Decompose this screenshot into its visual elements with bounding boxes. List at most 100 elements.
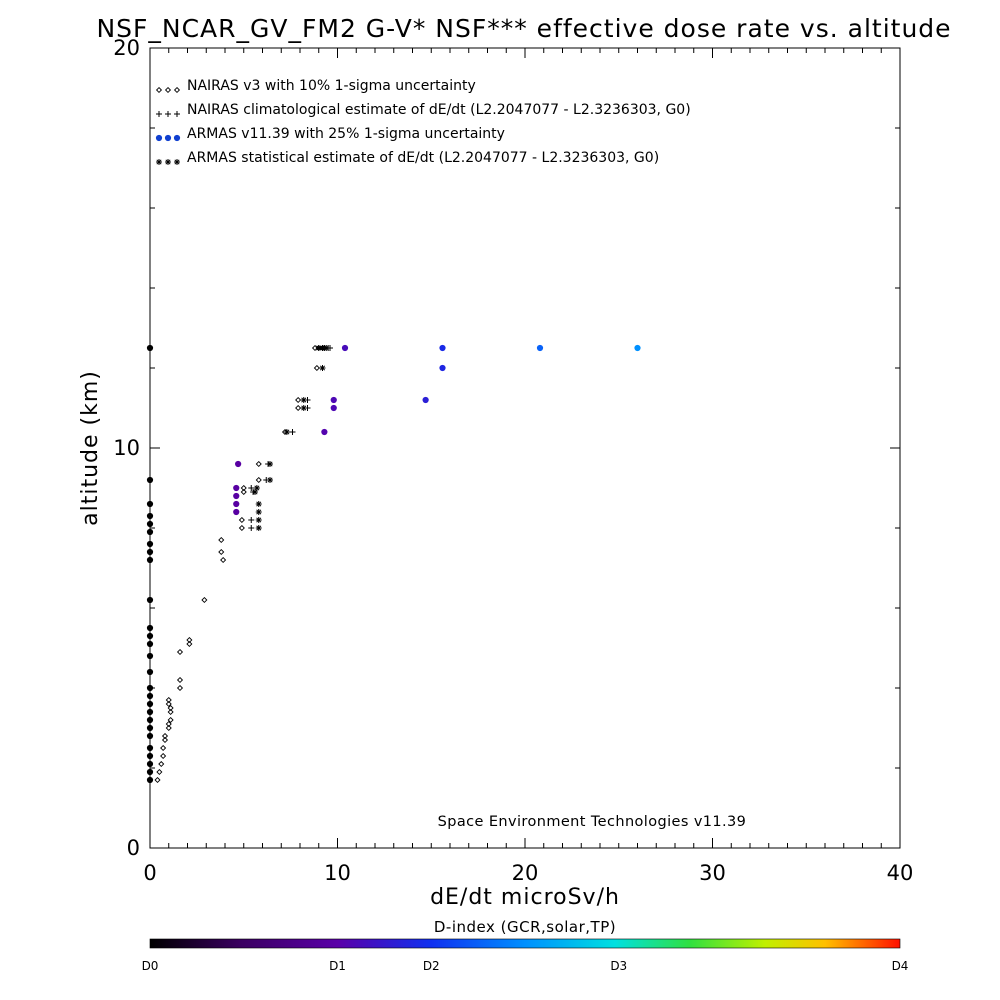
data-point-diamond [165,720,172,728]
data-point-diamond [313,364,320,372]
legend-symbol-asterisk [174,159,180,165]
legend-symbol-diamond [173,86,181,94]
data-point-circle [146,548,154,556]
data-point-circle [146,520,154,528]
x-tick-label: 0 [143,861,156,885]
data-point-circle [146,692,154,700]
data-point-plus [289,429,296,435]
data-point-circle [536,344,544,352]
data-point-diamond [218,536,225,544]
legend-symbol-plus [165,111,171,117]
data-point-plus [248,485,255,491]
data-point-diamond [165,700,172,708]
legend-symbol-plus [174,111,180,117]
data-point-diamond [160,752,167,760]
data-point-diamond [240,484,247,492]
data-point-circle [146,476,154,484]
data-point-circle [146,700,154,708]
data-point-circle [321,428,328,436]
legend-symbol-circle [155,134,163,142]
data-point-asterisk [300,405,307,411]
data-point-circle [146,708,154,716]
data-point-asterisk [319,365,326,371]
data-point-circle [233,492,240,500]
chart-title: NSF_NCAR_GV_FM2 G-V* NSF*** effective do… [96,14,951,43]
data-point-asterisk [252,489,258,495]
data-point-asterisk [323,345,330,351]
colorbar-label: D2 [423,959,440,973]
credit-label: Space Environment Technologies v11.39 [438,814,747,830]
data-point-circle [330,404,337,412]
legend-symbol-diamond [155,86,163,94]
plot-frame [149,47,901,849]
data-point-circle [439,364,446,372]
data-point-diamond [255,460,262,468]
legend-symbol-diamond [164,86,172,94]
data-point-circle [146,744,154,752]
data-point-diamond [255,476,262,484]
data-point-diamond [154,776,161,784]
data-point-plus [248,517,255,523]
data-point-circle [146,500,154,508]
x-axis-label: dE/dt microSv/h [430,885,620,910]
data-marks [146,344,641,784]
data-point-circle [146,652,154,660]
data-point-diamond [161,732,169,740]
data-point-diamond [176,676,184,684]
legend-entry: ARMAS statistical estimate of dE/dt (L2.… [187,150,659,166]
y-tick-label: 20 [113,36,140,60]
data-point-diamond [218,548,225,556]
data-point-asterisk [267,477,273,483]
data-point-asterisk [315,345,322,351]
data-point-diamond [186,640,193,648]
legend-symbol-asterisk [156,159,162,165]
colorbar-label: D0 [142,959,159,973]
colorbar-label: D3 [610,959,627,973]
data-point-diamond [238,524,245,532]
data-point-diamond [158,760,165,768]
data-point-asterisk [283,429,290,435]
data-point-diamond [167,704,174,712]
data-point-diamond [161,736,169,744]
data-point-diamond [176,684,184,692]
legend-symbol-circle [164,134,172,142]
data-point-circle [146,528,154,536]
data-point-circle [146,752,154,760]
legend-entry: NAIRAS v3 with 10% 1-sigma uncertainty [187,78,476,94]
legend-symbol-asterisk [165,159,171,165]
data-point-diamond [167,708,174,716]
legend-symbol-circle [173,134,181,142]
data-point-circle [634,344,641,352]
data-point-asterisk [255,501,262,507]
data-point-diamond [238,516,245,524]
data-point-circle [422,396,429,404]
data-point-asterisk [255,525,262,531]
x-tick-label: 20 [512,861,539,885]
x-tick-label: 10 [324,861,351,885]
data-point-asterisk [253,485,260,491]
data-point-circle [330,396,337,404]
x-tick-label: 30 [699,861,726,885]
data-point-circle [146,684,154,692]
y-tick-label: 0 [127,836,140,860]
data-point-circle [233,484,240,492]
data-point-circle [146,716,154,724]
data-point-circle [146,768,154,776]
colorbar-label: D1 [329,959,346,973]
data-point-diamond [240,488,247,496]
y-axis-label: altitude (km) [78,370,103,526]
data-point-circle [146,540,154,548]
colorbar [149,938,901,949]
data-point-diamond [167,716,174,724]
data-point-circle [235,460,242,468]
data-point-asterisk [255,517,262,523]
data-point-plus [248,525,255,531]
data-point-diamond [165,696,172,704]
data-point-asterisk [267,461,273,467]
data-point-circle [146,640,154,648]
data-point-circle [146,512,154,520]
data-point-diamond [176,648,184,656]
data-point-circle [233,500,240,508]
data-point-circle [146,624,154,632]
